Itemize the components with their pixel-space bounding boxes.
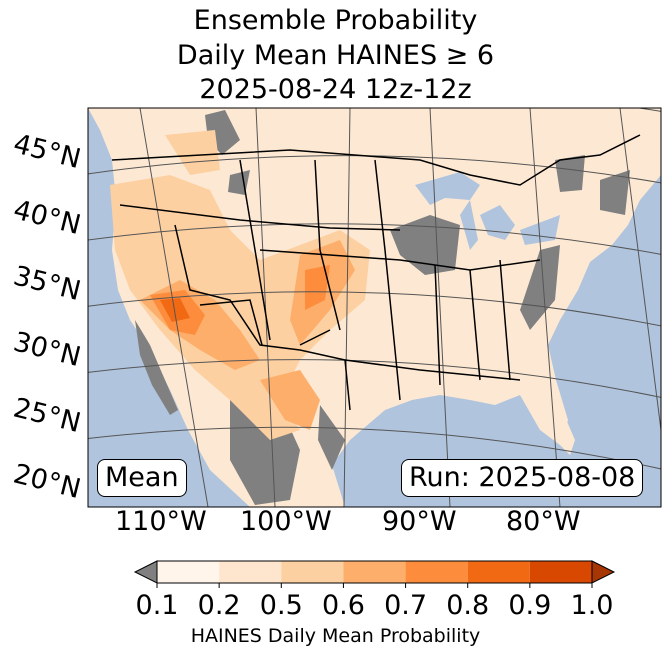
colorbar-over-arrow xyxy=(591,560,616,584)
lon-label-100w: 100°W xyxy=(240,506,332,537)
colorbar-segment xyxy=(343,561,406,583)
colorbar-tick-label: 0.6 xyxy=(321,590,365,621)
lon-label-110w: 110°W xyxy=(115,506,207,537)
colorbar-segment xyxy=(281,561,344,583)
colorbar-segment xyxy=(529,561,592,583)
colorbar-segment xyxy=(219,561,282,583)
colorbar xyxy=(133,560,616,588)
probability-shading xyxy=(110,130,370,440)
colorbar-segment xyxy=(405,561,468,583)
lon-label-90w: 90°W xyxy=(382,506,457,537)
stat-label-box: Mean xyxy=(97,459,187,497)
title-line-1: Ensemble Probability xyxy=(193,5,478,36)
baja xyxy=(135,320,178,415)
political-borders xyxy=(111,134,641,411)
map-border xyxy=(87,107,662,508)
colorbar-tick-label: 0.2 xyxy=(197,590,241,621)
colorbar-tick-label: 0.9 xyxy=(508,590,552,621)
colorbar-tick-label: 1.0 xyxy=(570,590,614,621)
colorbar-segment xyxy=(157,561,220,583)
colorbar-outline xyxy=(156,560,593,584)
colorbar-label: HAINES Daily Mean Probability xyxy=(190,625,481,647)
colorbar-under-arrow xyxy=(133,560,158,584)
great-lakes xyxy=(415,172,560,250)
graticule xyxy=(88,108,661,507)
florida xyxy=(520,395,575,455)
colorbar-tick-label: 0.5 xyxy=(259,590,303,621)
colorbar-tick-label: 0.1 xyxy=(135,590,179,621)
title-line-3: 2025-08-24 12z-12z xyxy=(199,74,472,105)
colorbar-tick-label: 0.7 xyxy=(384,590,428,621)
colorbar-segment xyxy=(467,561,530,583)
colorbar-tick-label: 0.8 xyxy=(446,590,490,621)
lon-label-80w: 80°W xyxy=(506,506,581,537)
title-line-2: Daily Mean HAINES ≥ 6 xyxy=(176,40,495,71)
run-label-box: Run: 2025-08-08 xyxy=(401,459,644,497)
